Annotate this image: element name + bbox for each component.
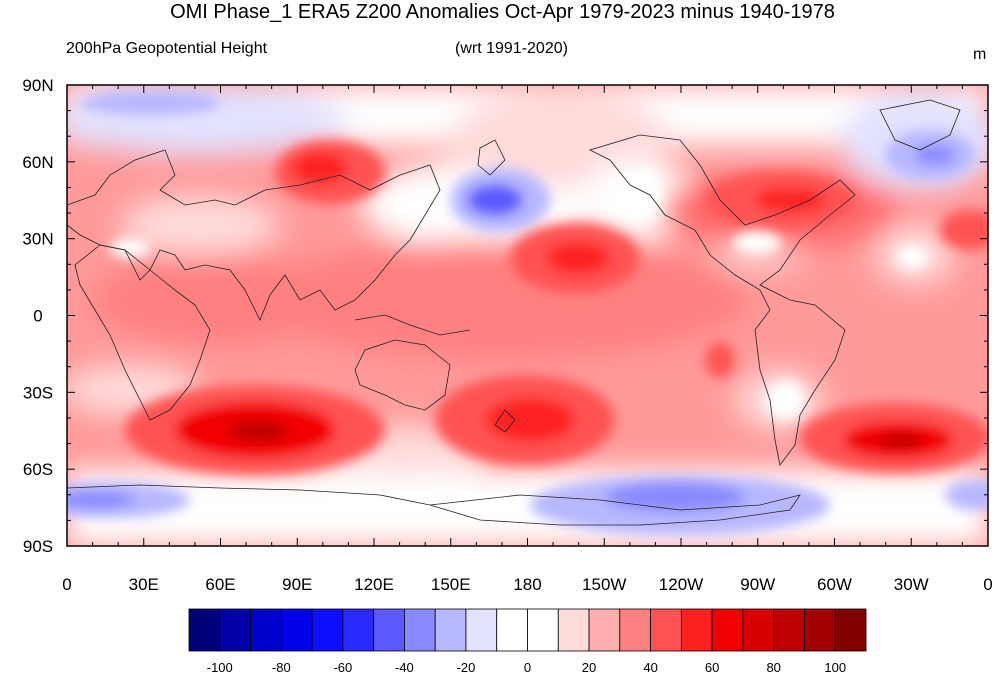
chart-title: OMI Phase_1 ERA5 Z200 Anomalies Oct-Apr …	[170, 1, 835, 23]
colorbar-swatch	[496, 608, 528, 652]
colorbar-swatch	[188, 608, 221, 652]
lon-label: 30W	[894, 575, 929, 594]
colorbar-swatch	[804, 608, 836, 652]
lon-label: 90E	[282, 575, 312, 594]
lon-label: 180	[513, 575, 541, 594]
colorbar-swatch	[619, 608, 651, 652]
latitude-labels: 90N 60N 30N 0 30S 60S 90S	[22, 76, 53, 556]
colorbar-swatch	[742, 608, 775, 652]
colorbar-label: 0	[524, 660, 531, 675]
colorbar-label: -80	[272, 660, 291, 675]
colorbar-swatch	[434, 608, 467, 652]
lat-label: 0	[33, 307, 42, 326]
colorbar-label: 40	[643, 660, 657, 675]
colorbar-swatch	[404, 608, 436, 652]
axis-ticks	[66, 84, 989, 547]
lat-label: 90N	[22, 76, 53, 95]
colorbar	[188, 608, 867, 652]
colorbar-swatch	[250, 608, 282, 652]
colorbar-label: -40	[395, 660, 414, 675]
subtitle-variable: 200hPa Geopotential Height	[66, 40, 268, 57]
lon-label: 150W	[582, 575, 626, 594]
colorbar-swatch	[557, 608, 590, 652]
longitude-labels: 0 30E 60E 90E 120E 150E 180 150W 120W 90W 60W 30W 0	[62, 575, 992, 594]
colorbar-swatch	[465, 608, 498, 652]
colorbar-label: 80	[766, 660, 780, 675]
lat-label: 90S	[23, 537, 53, 556]
coastlines	[67, 99, 961, 526]
lon-label: 90W	[740, 575, 775, 594]
lon-label: 120E	[354, 575, 394, 594]
colorbar-swatch	[711, 608, 744, 652]
colorbar-swatch	[650, 608, 682, 652]
colorbar-label: -100	[207, 660, 233, 675]
anomaly-field	[67, 85, 988, 546]
lon-label: 60E	[205, 575, 235, 594]
colorbar-label: -60	[333, 660, 352, 675]
colorbar-label: -20	[457, 660, 476, 675]
lon-label: 0	[62, 575, 71, 594]
colorbar-swatch	[311, 608, 344, 652]
lon-label: 150E	[431, 575, 471, 594]
colorbar-label: 100	[824, 660, 846, 675]
lon-label: 0	[983, 575, 992, 594]
colorbar-swatch	[219, 608, 251, 652]
colorbar-label: 20	[582, 660, 596, 675]
units-label: m	[973, 46, 987, 63]
colorbar-swatch	[342, 608, 375, 652]
subtitle-reference-period: (wrt 1991-2020)	[455, 40, 568, 57]
colorbar-swatch	[588, 608, 621, 652]
colorbar-swatch	[280, 608, 313, 652]
lat-label: 30N	[22, 230, 53, 249]
colorbar-swatch	[834, 608, 867, 652]
colorbar-swatch	[680, 608, 713, 652]
colorbar-swatch	[373, 608, 405, 652]
lat-label: 30S	[23, 383, 53, 402]
lon-label: 30E	[129, 575, 159, 594]
lat-label: 60N	[22, 153, 53, 172]
colorbar-label: 60	[705, 660, 719, 675]
colorbar-swatch	[773, 608, 805, 652]
colorbar-swatch	[527, 608, 559, 652]
lat-label: 60S	[23, 460, 53, 479]
colorbar-tick-labels: -100 -80 -60 -40 -20 0 20 40 60 80 100	[207, 660, 846, 675]
lon-label: 60W	[817, 575, 852, 594]
lon-label: 120W	[659, 575, 703, 594]
